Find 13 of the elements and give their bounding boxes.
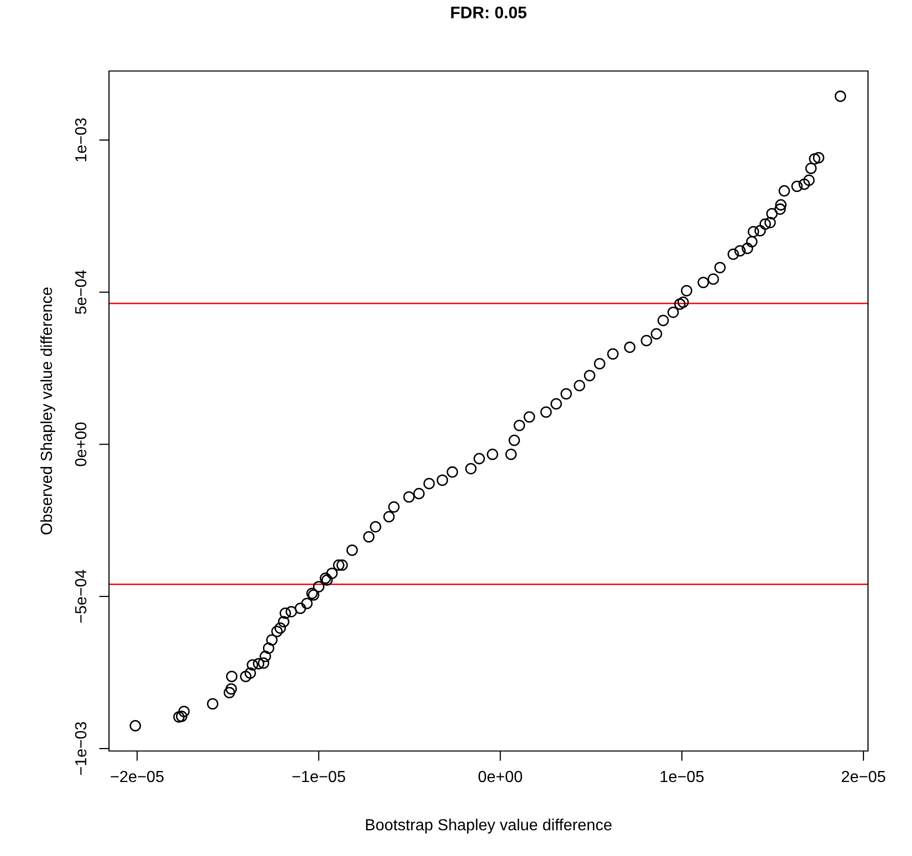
chart-title: FDR: 0.05 xyxy=(451,6,526,18)
y-tick-label: −5e−04 xyxy=(75,570,86,623)
y-axis-title: Observed Shapley value difference xyxy=(40,288,56,534)
x-tick-label: 1e−05 xyxy=(660,770,704,782)
x-tick-label: −2e−05 xyxy=(110,770,164,782)
y-tick-label: −1e−03 xyxy=(75,722,86,775)
y-tick-label: 1e−03 xyxy=(75,118,86,162)
x-axis-title: Bootstrap Shapley value difference xyxy=(366,818,612,834)
x-tick-label: −1e−05 xyxy=(292,770,346,782)
y-tick-label: 5e−04 xyxy=(75,270,86,314)
x-tick-label: 0e+00 xyxy=(478,770,522,782)
x-tick-label: 2e−05 xyxy=(842,770,886,782)
y-tick-label: 0e+00 xyxy=(75,422,86,466)
